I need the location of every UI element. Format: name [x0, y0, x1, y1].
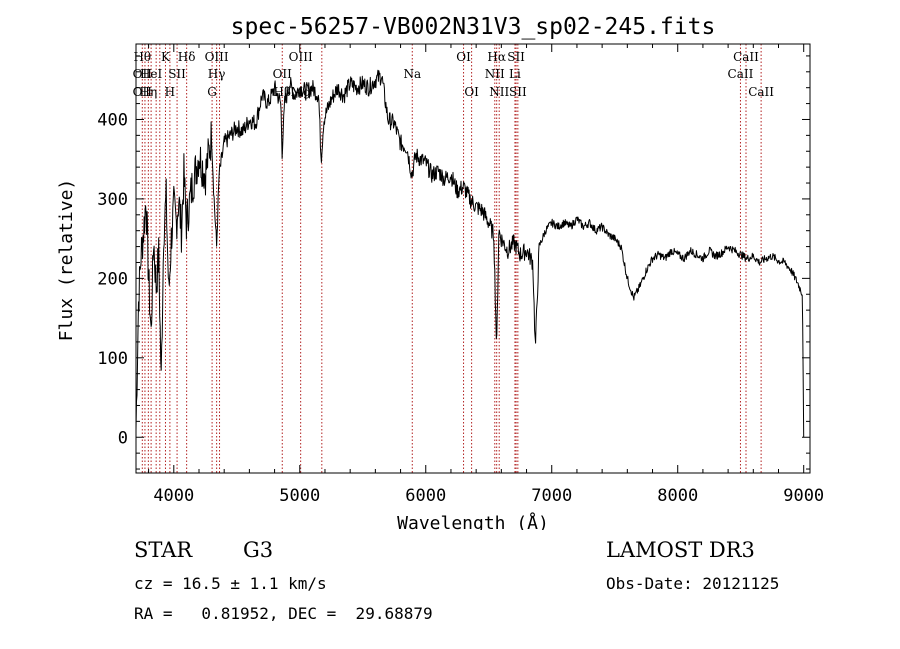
spectral-line-label: OI — [464, 85, 479, 99]
x-tick-label: 5000 — [279, 486, 320, 506]
spectral-line-label: K — [161, 50, 171, 64]
y-tick-label: 400 — [97, 110, 128, 130]
spectral-line-label: Hγ — [208, 67, 226, 81]
spectral-line-label: Na — [403, 67, 421, 81]
spectral-line-label: Hη — [140, 85, 158, 99]
survey-name: LAMOST DR3 — [606, 538, 755, 562]
x-axis-ticks: 4000 5000 6000 7000 8000 9000 — [148, 44, 824, 506]
y-axis-label: Flux (relative) — [56, 179, 77, 342]
line-markers — [141, 44, 762, 473]
spectral-line-label: OII — [133, 85, 153, 99]
plot-frame — [135, 43, 811, 474]
spectral-line-label: OIII — [289, 50, 313, 64]
spectral-line-label: CaII — [733, 50, 759, 64]
x-tick-label: 7000 — [531, 486, 572, 506]
y-axis-ticks: 0 100 200 300 400 — [97, 55, 810, 470]
spectrum-line — [135, 69, 805, 438]
spectrum-series — [135, 69, 805, 438]
y-tick-label: 0 — [118, 428, 128, 448]
redshift-text: cz = 16.5 ± 1.1 km/s — [134, 574, 327, 593]
spectral-line-label: Hα — [487, 50, 506, 64]
spectral-line-label: NII — [485, 67, 505, 81]
x-tick-label: 8000 — [657, 486, 698, 506]
spectral-line-label: HeI — [140, 67, 163, 81]
y-tick-label: 200 — [97, 269, 128, 289]
spectral-line-label: SII — [509, 85, 527, 99]
object-class: STAR — [134, 538, 193, 562]
spectral-line-label: NII — [489, 85, 509, 99]
object-subclass: G3 — [243, 538, 274, 562]
spectral-line-label: OI — [456, 50, 471, 64]
y-tick-label: 100 — [97, 349, 128, 369]
spectral-line-label: H — [165, 85, 175, 99]
y-tick-label: 300 — [97, 190, 128, 210]
spectral-line-label: OIII — [205, 50, 229, 64]
chart-title: spec-56257-VB002N31V3_sp02-245.fits — [231, 14, 716, 40]
spectral-line-label: Hθ — [133, 50, 151, 64]
x-axis-label: Wavelength (Å) — [397, 512, 549, 530]
obs-date-text: Obs-Date: 20121125 — [606, 574, 780, 593]
spectral-line-label: Hδ — [178, 50, 196, 64]
spectral-line-label: CaII — [748, 85, 774, 99]
spectral-line-label: G — [207, 85, 217, 99]
spectral-line-label: SII — [507, 50, 525, 64]
spectral-line-label: CaII — [728, 67, 754, 81]
coordinates-text: RA = 0.81952, DEC = 29.68879 — [134, 604, 433, 623]
spectral-line-label: OII — [273, 67, 293, 81]
x-tick-label: 4000 — [153, 486, 194, 506]
spectral-line-label: Li — [509, 67, 521, 81]
x-tick-label: 9000 — [783, 486, 824, 506]
spectral-line-label: SII — [168, 67, 186, 81]
spectral-line-label: OII — [133, 67, 153, 81]
x-tick-label: 6000 — [405, 486, 446, 506]
